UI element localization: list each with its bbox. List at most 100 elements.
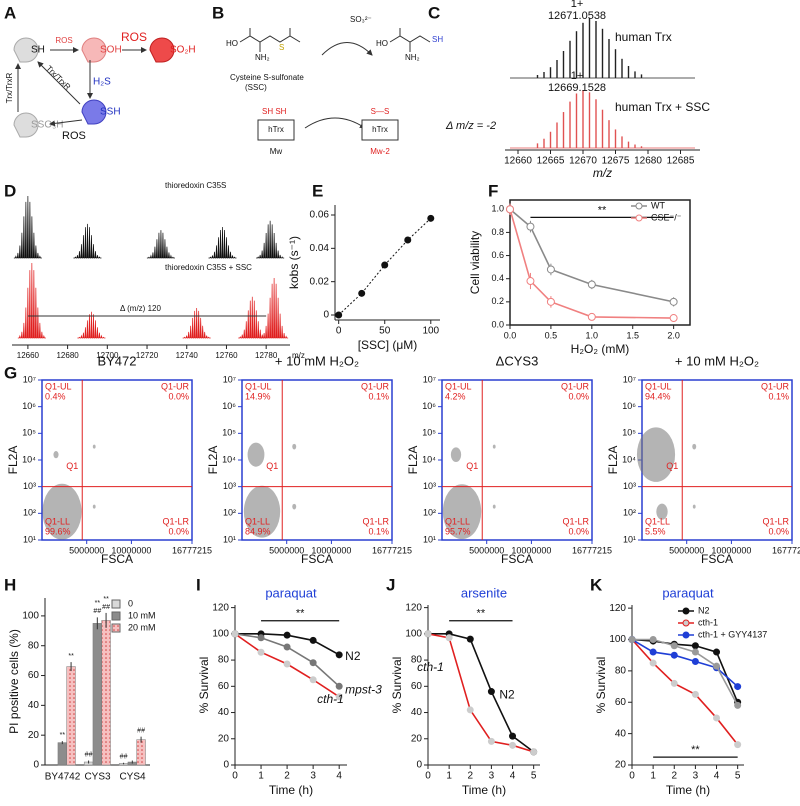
y-tick-label: 10¹ xyxy=(23,534,36,544)
label: H₂S xyxy=(93,77,111,88)
y-tick-label: 120 xyxy=(405,602,422,613)
protein-box xyxy=(257,119,295,141)
y-axis-label: FL2A xyxy=(6,446,20,475)
y-tick-label: 0.4 xyxy=(491,273,504,283)
x-axis-label: FSCA xyxy=(301,552,333,566)
x-tick-label: CYS4 xyxy=(119,772,146,783)
label: SOH xyxy=(100,45,122,56)
label: Cysteine S-sulfonate xyxy=(230,73,304,82)
x-tick-label: 3 xyxy=(310,771,316,782)
data-point xyxy=(587,312,596,321)
cell-density xyxy=(243,485,281,538)
y-tick-label: 0.04 xyxy=(310,243,330,254)
y-tick-label: 10⁵ xyxy=(222,428,236,438)
y-tick-label: 0.2 xyxy=(491,296,504,306)
x-tick-label: 16777215 xyxy=(172,545,212,555)
plot-frame xyxy=(509,199,691,326)
label: Trx/TrxR xyxy=(44,64,72,92)
x-tick-label: 12660 xyxy=(17,351,40,360)
y-tick-label: 10⁵ xyxy=(422,428,436,438)
y-tick-label: 10³ xyxy=(23,481,36,491)
x-tick-label: 10000000 xyxy=(711,545,751,555)
data-point xyxy=(526,222,535,231)
data-point xyxy=(546,297,555,306)
x-axis-label: H₂O₂ (mM) xyxy=(571,342,630,356)
legend-label: cth-1 + GYY4137 xyxy=(698,629,767,639)
quadrant-value: 95.7% xyxy=(445,526,471,536)
y-tick-label: 10⁵ xyxy=(22,428,36,438)
y-tick-label: 10⁶ xyxy=(22,401,36,411)
data-point xyxy=(283,631,291,639)
y-axis-label: FL2A xyxy=(206,446,220,475)
y-axis-label: % Survival xyxy=(390,657,404,714)
x-axis-label: FSCA xyxy=(701,552,733,566)
chart-title: paraquat xyxy=(662,585,714,600)
y-tick-label: 60 xyxy=(411,681,423,692)
significance-label: ** xyxy=(477,608,486,620)
x-tick-label: 0.0 xyxy=(504,330,517,340)
data-point xyxy=(713,662,721,670)
cell-density xyxy=(42,483,82,540)
x-tick-label: 10000000 xyxy=(311,545,351,555)
quadrant-name: Q1-LR xyxy=(562,516,589,526)
series-line xyxy=(509,209,674,319)
panel-label: G xyxy=(4,363,17,382)
x-tick-label: 5 xyxy=(531,771,537,782)
cell-density xyxy=(92,504,96,509)
quadrant-value: 84.9% xyxy=(245,526,271,536)
y-axis-label: FL2A xyxy=(606,446,620,475)
cell-density xyxy=(292,503,297,510)
y-tick-label: 40 xyxy=(28,700,40,711)
series-label: thioredoxin C35S + SSC xyxy=(165,263,252,272)
label: Trx/TrxR xyxy=(5,73,14,104)
panel-label: F xyxy=(488,181,498,200)
x-tick-label: 0 xyxy=(232,771,238,782)
protein-shape xyxy=(81,37,107,63)
x-tick-label: 0 xyxy=(425,771,431,782)
bar xyxy=(66,666,76,766)
y-tick-label: 10⁷ xyxy=(423,374,436,384)
y-axis-label: PI positive cells (%) xyxy=(7,629,21,734)
x-tick-label: 4 xyxy=(336,771,342,782)
panel-label: B xyxy=(212,3,224,22)
label: Mw xyxy=(270,147,283,156)
data-point xyxy=(649,659,657,667)
series-line xyxy=(632,638,739,706)
x-tick-label: 16777215 xyxy=(772,545,800,555)
charge-label: 1+ xyxy=(571,0,584,10)
x-tick-label: 12675 xyxy=(602,156,630,167)
series-label: cth-1 xyxy=(417,660,444,674)
data-point xyxy=(487,737,495,745)
data-point xyxy=(526,277,535,286)
data-point xyxy=(691,690,699,698)
annotation: ** xyxy=(60,732,66,739)
x-tick-label: 3 xyxy=(489,771,495,782)
x-tick-label: 0 xyxy=(336,326,342,337)
x-tick-label: 5 xyxy=(735,771,741,782)
y-tick-label: 10⁴ xyxy=(422,454,436,464)
annotation: ## xyxy=(120,754,128,761)
protein-shape xyxy=(81,99,107,125)
x-tick-label: 12780 xyxy=(255,351,278,360)
y-tick-label: 80 xyxy=(218,655,230,666)
y-tick-label: 20 xyxy=(28,730,40,741)
cell-density xyxy=(450,447,462,462)
data-point xyxy=(691,642,699,650)
x-tick-label: 12720 xyxy=(136,351,159,360)
bar xyxy=(136,739,146,766)
cell-density xyxy=(492,504,496,509)
chart-title: + 10 mM H₂O₂ xyxy=(275,353,359,368)
y-tick-label: 0 xyxy=(33,760,39,771)
legend-label: 10 mM xyxy=(128,610,156,620)
chart-title: ΔCYS3 xyxy=(496,353,539,368)
y-tick-label: 60 xyxy=(28,670,40,681)
y-tick-label: 40 xyxy=(411,707,423,718)
y-axis-label: % Survival xyxy=(594,657,608,714)
quadrant-value: 5.5% xyxy=(645,526,666,536)
x-tick-label: 12665 xyxy=(537,156,565,167)
protein-shape xyxy=(13,112,39,138)
data-point xyxy=(669,314,678,323)
panel-label: E xyxy=(312,181,323,200)
